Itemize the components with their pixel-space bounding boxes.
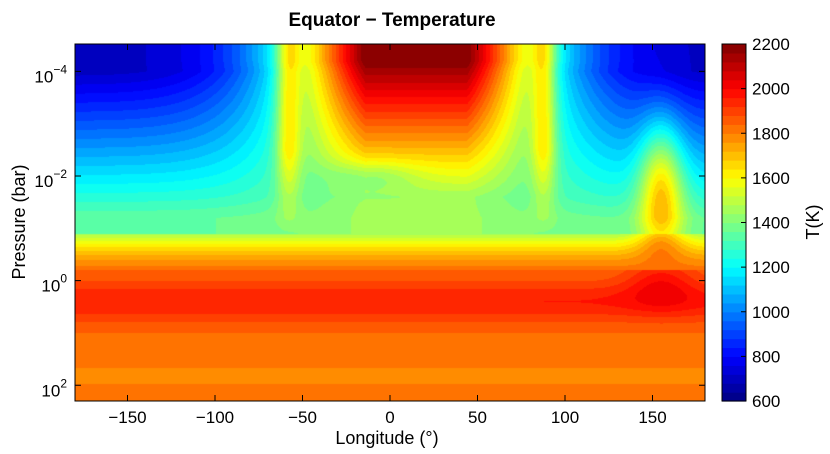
colorbar-band	[722, 106, 746, 116]
heatmap-image	[75, 44, 705, 401]
colorbar-band	[722, 142, 746, 152]
colorbar-tick-label: 1400	[752, 214, 790, 233]
colorbar-band	[722, 365, 746, 375]
x-ticks: −150 −100 −50 0 50 100 150	[108, 44, 667, 427]
y-axis-label: Pressure (bar)	[9, 164, 29, 279]
colorbar-band	[722, 240, 746, 250]
colorbar-band	[722, 302, 746, 313]
colorbar-tick-label: 1800	[752, 124, 790, 143]
x-tick-label: 100	[551, 408, 579, 427]
colorbar-band	[722, 392, 746, 402]
colorbar-band	[722, 320, 746, 331]
x-axis-label: Longitude (°)	[335, 428, 438, 448]
y-tick-label: 102	[41, 376, 67, 400]
x-tick-label: −100	[196, 408, 234, 427]
colorbar-band	[722, 61, 746, 72]
colorbar-band	[722, 186, 746, 197]
colorbar-band	[722, 249, 746, 259]
colorbar-band	[722, 52, 746, 63]
colorbar-tick-label: 800	[752, 347, 780, 366]
colorbar: 600 800 1000 1200 1400 1600 1800 2000 2200	[721, 35, 790, 411]
colorbar-tick-label: 1600	[752, 169, 790, 188]
chart-title: Equator − Temperature	[288, 10, 495, 31]
colorbar-band	[722, 329, 746, 340]
colorbar-bands	[722, 44, 746, 402]
y-tick-label: 10−2	[34, 167, 67, 191]
colorbar-label: T(K)	[803, 205, 823, 240]
colorbar-band	[722, 284, 746, 295]
colorbar-band	[722, 115, 746, 125]
colorbar-band	[722, 195, 746, 206]
colorbar-band	[722, 258, 746, 268]
y-ticks: 10−4 10−2 100 102	[34, 62, 705, 400]
colorbar-band	[722, 151, 746, 161]
colorbar-band	[722, 356, 746, 366]
y-tick-label: 100	[41, 272, 67, 296]
x-tick-label: 50	[468, 408, 487, 427]
colorbar-band	[722, 383, 746, 393]
colorbar-band	[722, 160, 746, 170]
colorbar-tick-label: 2000	[752, 80, 790, 99]
colorbar-band	[722, 44, 746, 54]
y-tick-label: 10−4	[34, 62, 67, 86]
colorbar-band	[722, 293, 746, 304]
heatmap	[75, 44, 705, 401]
colorbar-band	[722, 133, 746, 143]
colorbar-band	[722, 222, 746, 233]
x-tick-label: 0	[385, 408, 394, 427]
colorbar-tick-label: 600	[752, 392, 780, 411]
colorbar-band	[722, 88, 746, 99]
colorbar-band	[722, 338, 746, 349]
colorbar-band	[722, 204, 746, 215]
colorbar-band	[722, 347, 746, 357]
x-tick-label: −150	[108, 408, 146, 427]
colorbar-tick-label: 2200	[752, 35, 790, 54]
colorbar-band	[722, 97, 746, 108]
colorbar-band	[722, 231, 746, 241]
colorbar-tick-label: 1200	[752, 258, 790, 277]
colorbar-band	[722, 374, 746, 384]
plot-area: −150 −100 −50 0 50 100 150 10−4 10−2 100 102	[34, 43, 706, 427]
x-tick-label: −50	[288, 408, 317, 427]
colorbar-band	[722, 70, 746, 81]
x-tick-label: 150	[638, 408, 666, 427]
colorbar-band	[722, 124, 746, 134]
colorbar-band	[722, 267, 746, 277]
colorbar-band	[722, 79, 746, 90]
colorbar-ticks: 600 800 1000 1200 1400 1600 1800 2000 2200	[741, 35, 790, 411]
colorbar-band	[722, 311, 746, 322]
colorbar-band	[722, 168, 746, 179]
colorbar-band	[722, 177, 746, 188]
colorbar-tick-label: 1000	[752, 303, 790, 322]
colorbar-band	[722, 213, 746, 224]
colorbar-band	[722, 276, 746, 286]
